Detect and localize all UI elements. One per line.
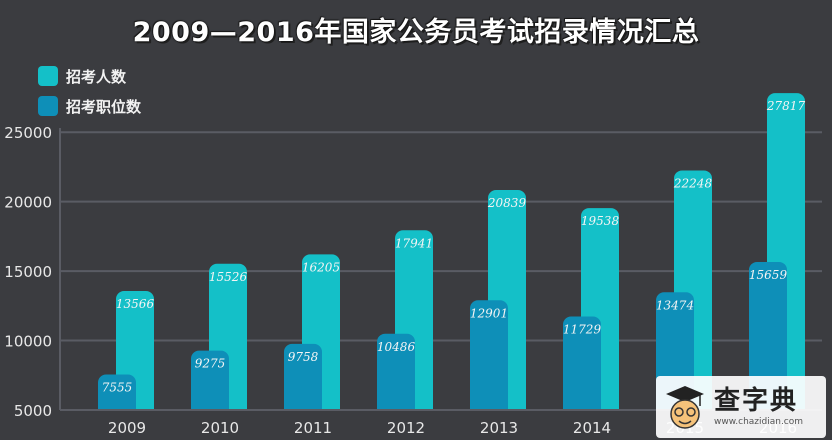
legend-label-positions: 招考职位数 [66,97,142,116]
value-label-positions: 13474 [656,298,694,312]
value-label-applicants: 19538 [581,214,620,228]
value-label-applicants: 17941 [395,236,433,250]
bar-positions-base [191,400,229,410]
bar-positions-base [284,400,322,410]
bar-positions [470,300,508,410]
legend-item-applicants: 招考人数 [38,66,126,86]
bar-positions [284,343,322,410]
bar-positions-base [377,400,415,410]
x-tick-label: 2013 [480,419,518,437]
x-tick-label: 2009 [108,419,146,437]
bar-positions-base [470,400,508,410]
y-tick-label: 15000 [4,263,52,281]
value-label-positions: 11729 [563,323,602,337]
legend-item-positions: 招考职位数 [38,96,141,116]
bar-positions [563,316,601,410]
legend-label-applicants: 招考人数 [66,67,127,86]
y-tick-label: 20000 [4,194,52,212]
legend-swatch-applicants [38,66,58,86]
value-label-positions: 9275 [195,357,226,371]
bar-positions [377,333,415,410]
value-label-positions: 10486 [377,340,416,354]
value-label-applicants: 16205 [302,260,340,274]
bar-positions-base [98,400,136,410]
watermark-text: 查字典 www.chazidian.com [714,386,803,428]
x-tick-label: 2012 [387,419,425,437]
y-tick-label: 10000 [4,333,52,351]
x-tick-label: 2011 [294,419,332,437]
value-label-positions: 12901 [470,306,508,320]
bar-positions-base [563,400,601,410]
chart-title: 2009—2016年国家公务员考试招录情况汇总 [132,17,700,48]
value-label-applicants: 27817 [766,99,806,113]
value-label-positions: 7555 [102,381,133,395]
value-label-positions: 15659 [749,268,788,282]
watermark-name: 查字典 [714,386,799,416]
watermark-url: www.chazidian.com [714,417,804,427]
bar-positions [749,261,787,410]
x-tick-label: 2010 [201,419,239,437]
y-tick-label: 25000 [4,124,52,142]
value-label-applicants: 22248 [673,176,713,190]
value-label-applicants: 20839 [487,196,527,210]
value-label-positions: 9758 [288,350,319,364]
value-label-applicants: 13566 [116,297,155,311]
bar-positions [191,350,229,410]
x-tick-label: 2014 [573,419,611,437]
y-tick-label: 5000 [14,402,52,420]
value-label-applicants: 15526 [209,270,248,284]
legend-swatch-positions [38,96,58,116]
mascot-icon [666,386,704,429]
watermark: 查字典 www.chazidian.com [656,376,826,438]
